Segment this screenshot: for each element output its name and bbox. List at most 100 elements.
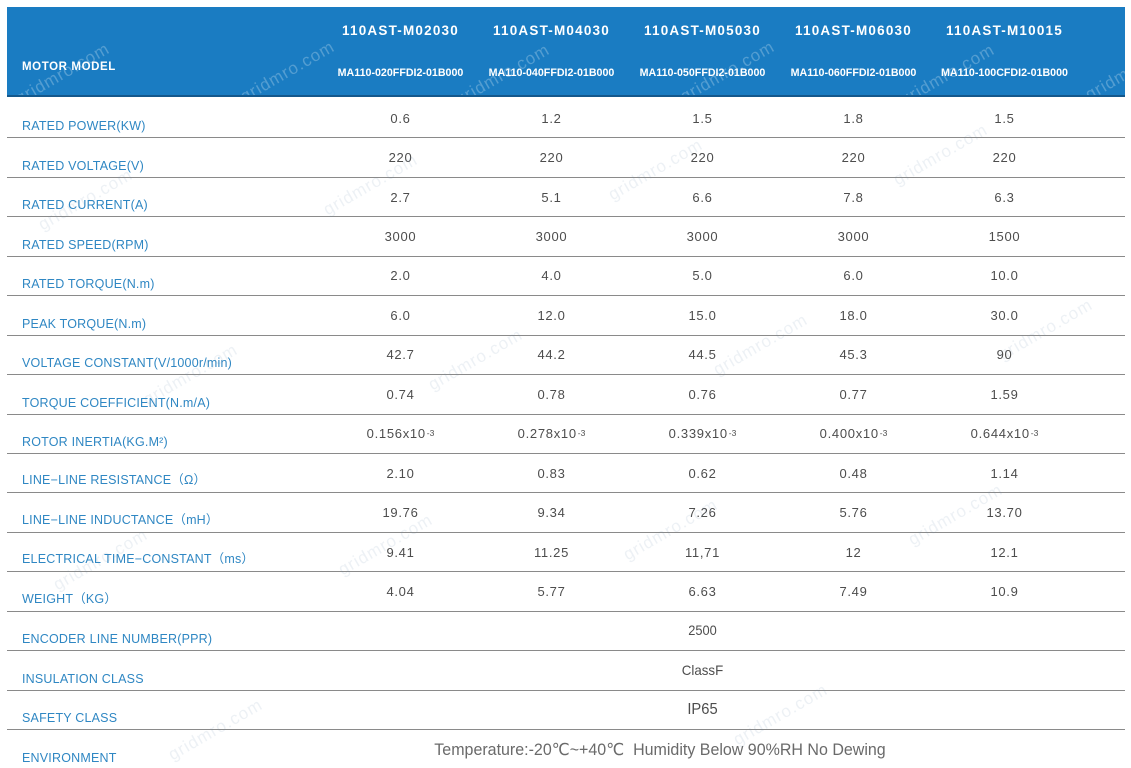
cell-value: 0.339x10 -3 <box>627 415 778 453</box>
model-code-row: MA110-020FFDI2-01B000 MA110-040FFDI2-01B… <box>325 67 1080 79</box>
cell-value: 3000 <box>535 229 568 245</box>
watermark: gridmro.com <box>237 36 338 97</box>
cell-exponent: -3 <box>577 427 586 438</box>
cell-base: 0.278x10 <box>517 426 577 442</box>
span-cell-value: ClassF <box>681 662 724 679</box>
cell-value: 0.6 <box>390 110 411 126</box>
watermark: gridmro.com <box>1082 34 1125 97</box>
cell-value: 13.70 <box>986 505 1023 521</box>
row-values: 2.0 4.0 5.0 6.0 10.0 <box>325 257 1080 295</box>
cell-value: 4.04 <box>386 583 415 599</box>
row-label: TORQUE COEFFICIENT(N.m/A) <box>22 395 211 410</box>
cell-value: 220 <box>690 150 715 166</box>
row-label: ENVIRONMENT <box>22 751 117 766</box>
cell-value: 9.34 <box>537 505 566 521</box>
table-row-encoder-line-number: ENCODER LINE NUMBER(PPR) 2500 <box>7 612 1125 652</box>
table-row-rated-torque: RATED TORQUE(N.m) 2.0 4.0 5.0 6.0 10.0 <box>7 257 1125 297</box>
table-row-peak-torque: PEAK TORQUE(N.m) 6.0 12.0 15.0 18.0 30.0 <box>7 296 1125 336</box>
cell-value: 6.0 <box>843 268 864 284</box>
span-cell-value: Temperature:-20℃~+40℃ Humidity Below 90%… <box>434 740 886 759</box>
cell-exponent: -3 <box>879 427 888 438</box>
model-code: MA110-020FFDI2-01B000 <box>337 67 464 79</box>
span-cell-value: 2500 <box>688 623 717 639</box>
cell-value: 3000 <box>837 229 870 245</box>
model-code: MA110-100CFDI2-01B000 <box>941 67 1068 79</box>
row-values: 0.156x10 -3 0.278x10 -3 0.339x10 -3 0.400x1… <box>325 415 1080 453</box>
cell-value: 12.1 <box>990 544 1019 560</box>
cell-base: 0.400x10 <box>819 426 879 442</box>
table-row-rated-power: RATED POWER(KW) 0.6 1.2 1.5 1.8 1.5 <box>7 99 1125 139</box>
row-values: 3000 3000 3000 3000 1500 <box>325 217 1080 255</box>
cell-value: 7.49 <box>839 583 868 599</box>
cell-value: 15.0 <box>688 307 717 323</box>
cell-value: 6.6 <box>692 189 713 205</box>
row-values: 4.04 5.77 6.63 7.49 10.9 <box>325 572 1080 610</box>
cell-value: 10.0 <box>990 268 1019 284</box>
series-name-row: 110AST-M02030 110AST-M04030 110AST-M0503… <box>325 23 1080 38</box>
cell-value: 19.76 <box>382 505 419 521</box>
row-label: RATED SPEED(RPM) <box>22 237 149 252</box>
cell-value: 4.0 <box>541 268 562 284</box>
cell-value: 6.3 <box>994 189 1015 205</box>
cell-value: 1.5 <box>994 110 1015 126</box>
cell-value: 2.7 <box>390 189 411 205</box>
cell-base: 0.156x10 <box>366 426 426 442</box>
table-row-voltage-constant: VOLTAGE CONSTANT(V/1000r/min) 42.7 44.2 … <box>7 336 1125 376</box>
cell-value: 0.74 <box>386 386 415 402</box>
row-label: RATED POWER(KW) <box>22 119 146 134</box>
cell-value: 0.156x10 -3 <box>325 415 476 453</box>
cell-exponent: -3 <box>1030 427 1039 438</box>
row-values: 6.0 12.0 15.0 18.0 30.0 <box>325 296 1080 334</box>
cell-value: 0.83 <box>537 465 566 481</box>
row-label: WEIGHT（KG） <box>22 591 118 606</box>
table-row-safety-class: SAFETY CLASS IP65 <box>7 691 1125 730</box>
table-row-electrical-time-constant: ELECTRICAL TIME−CONSTANT（ms） 9.41 11.25 … <box>7 533 1125 573</box>
row-values: 0.74 0.78 0.76 0.77 1.59 <box>325 375 1080 413</box>
cell-value: 44.2 <box>537 347 566 363</box>
cell-value: 11.25 <box>533 544 570 560</box>
table-row-rated-current: RATED CURRENT(A) 2.7 5.1 6.6 7.8 6.3 <box>7 178 1125 218</box>
cell-value: 0.62 <box>688 465 717 481</box>
cell-value: 1.59 <box>990 386 1019 402</box>
table-row-line-resistance: LINE−LINE RESISTANCE（Ω） 2.10 0.83 0.62 0… <box>7 454 1125 494</box>
cell-value: 0.644x10 -3 <box>929 415 1080 453</box>
row-values: 9.41 11.25 11,71 12 12.1 <box>325 533 1080 571</box>
row-label: ROTOR INERTIA(KG.M²) <box>22 434 168 449</box>
model-code: MA110-040FFDI2-01B000 <box>488 67 615 79</box>
row-values: 2.7 5.1 6.6 7.8 6.3 <box>325 178 1080 216</box>
cell-value: 220 <box>539 150 564 166</box>
cell-value: 11,71 <box>684 544 721 560</box>
table-row-rated-speed: RATED SPEED(RPM) 3000 3000 3000 3000 150… <box>7 217 1125 257</box>
cell-value: 6.0 <box>390 307 411 323</box>
row-values: 2.10 0.83 0.62 0.48 1.14 <box>325 454 1080 492</box>
cell-value: 90 <box>996 347 1013 363</box>
row-values: 0.6 1.2 1.5 1.8 1.5 <box>325 99 1080 137</box>
row-label: ENCODER LINE NUMBER(PPR) <box>22 632 213 647</box>
table-row-rated-voltage: RATED VOLTAGE(V) 220 220 220 220 220 <box>7 138 1125 178</box>
row-label: SAFETY CLASS <box>22 711 118 725</box>
cell-value: 0.78 <box>537 386 566 402</box>
row-label: LINE−LINE RESISTANCE（Ω） <box>22 473 207 488</box>
cell-exponent: -3 <box>426 427 435 438</box>
cell-value: 45.3 <box>839 347 868 363</box>
cell-value: 12.0 <box>537 307 566 323</box>
cell-exponent: -3 <box>728 427 737 438</box>
cell-value: 0.76 <box>688 386 717 402</box>
table-row-insulation-class: INSULATION CLASS ClassF <box>7 651 1125 691</box>
series-name: 110AST-M05030 <box>644 23 761 38</box>
cell-value: 0.48 <box>839 465 868 481</box>
row-values: 19.76 9.34 7.26 5.76 13.70 <box>325 493 1080 531</box>
cell-base: 0.339x10 <box>668 426 728 442</box>
cell-value: 1500 <box>988 229 1021 245</box>
series-name: 110AST-M02030 <box>342 23 459 38</box>
row-label: RATED VOLTAGE(V) <box>22 158 144 173</box>
series-name: 110AST-M04030 <box>493 23 610 38</box>
cell-value: 220 <box>841 150 866 166</box>
table-row-rotor-inertia: ROTOR INERTIA(KG.M²) 0.156x10 -3 0.278x10… <box>7 415 1125 454</box>
cell-value: 44.5 <box>688 347 717 363</box>
table-row-torque-coefficient: TORQUE COEFFICIENT(N.m/A) 0.74 0.78 0.76… <box>7 375 1125 415</box>
spec-table-body: RATED POWER(KW) 0.6 1.2 1.5 1.8 1.5 RATE… <box>7 99 1125 768</box>
span-cell-value: IP65 <box>687 700 718 718</box>
table-header: gridmro.com gridmro.com gridmro.com grid… <box>7 7 1125 97</box>
cell-value: 2.10 <box>386 465 415 481</box>
